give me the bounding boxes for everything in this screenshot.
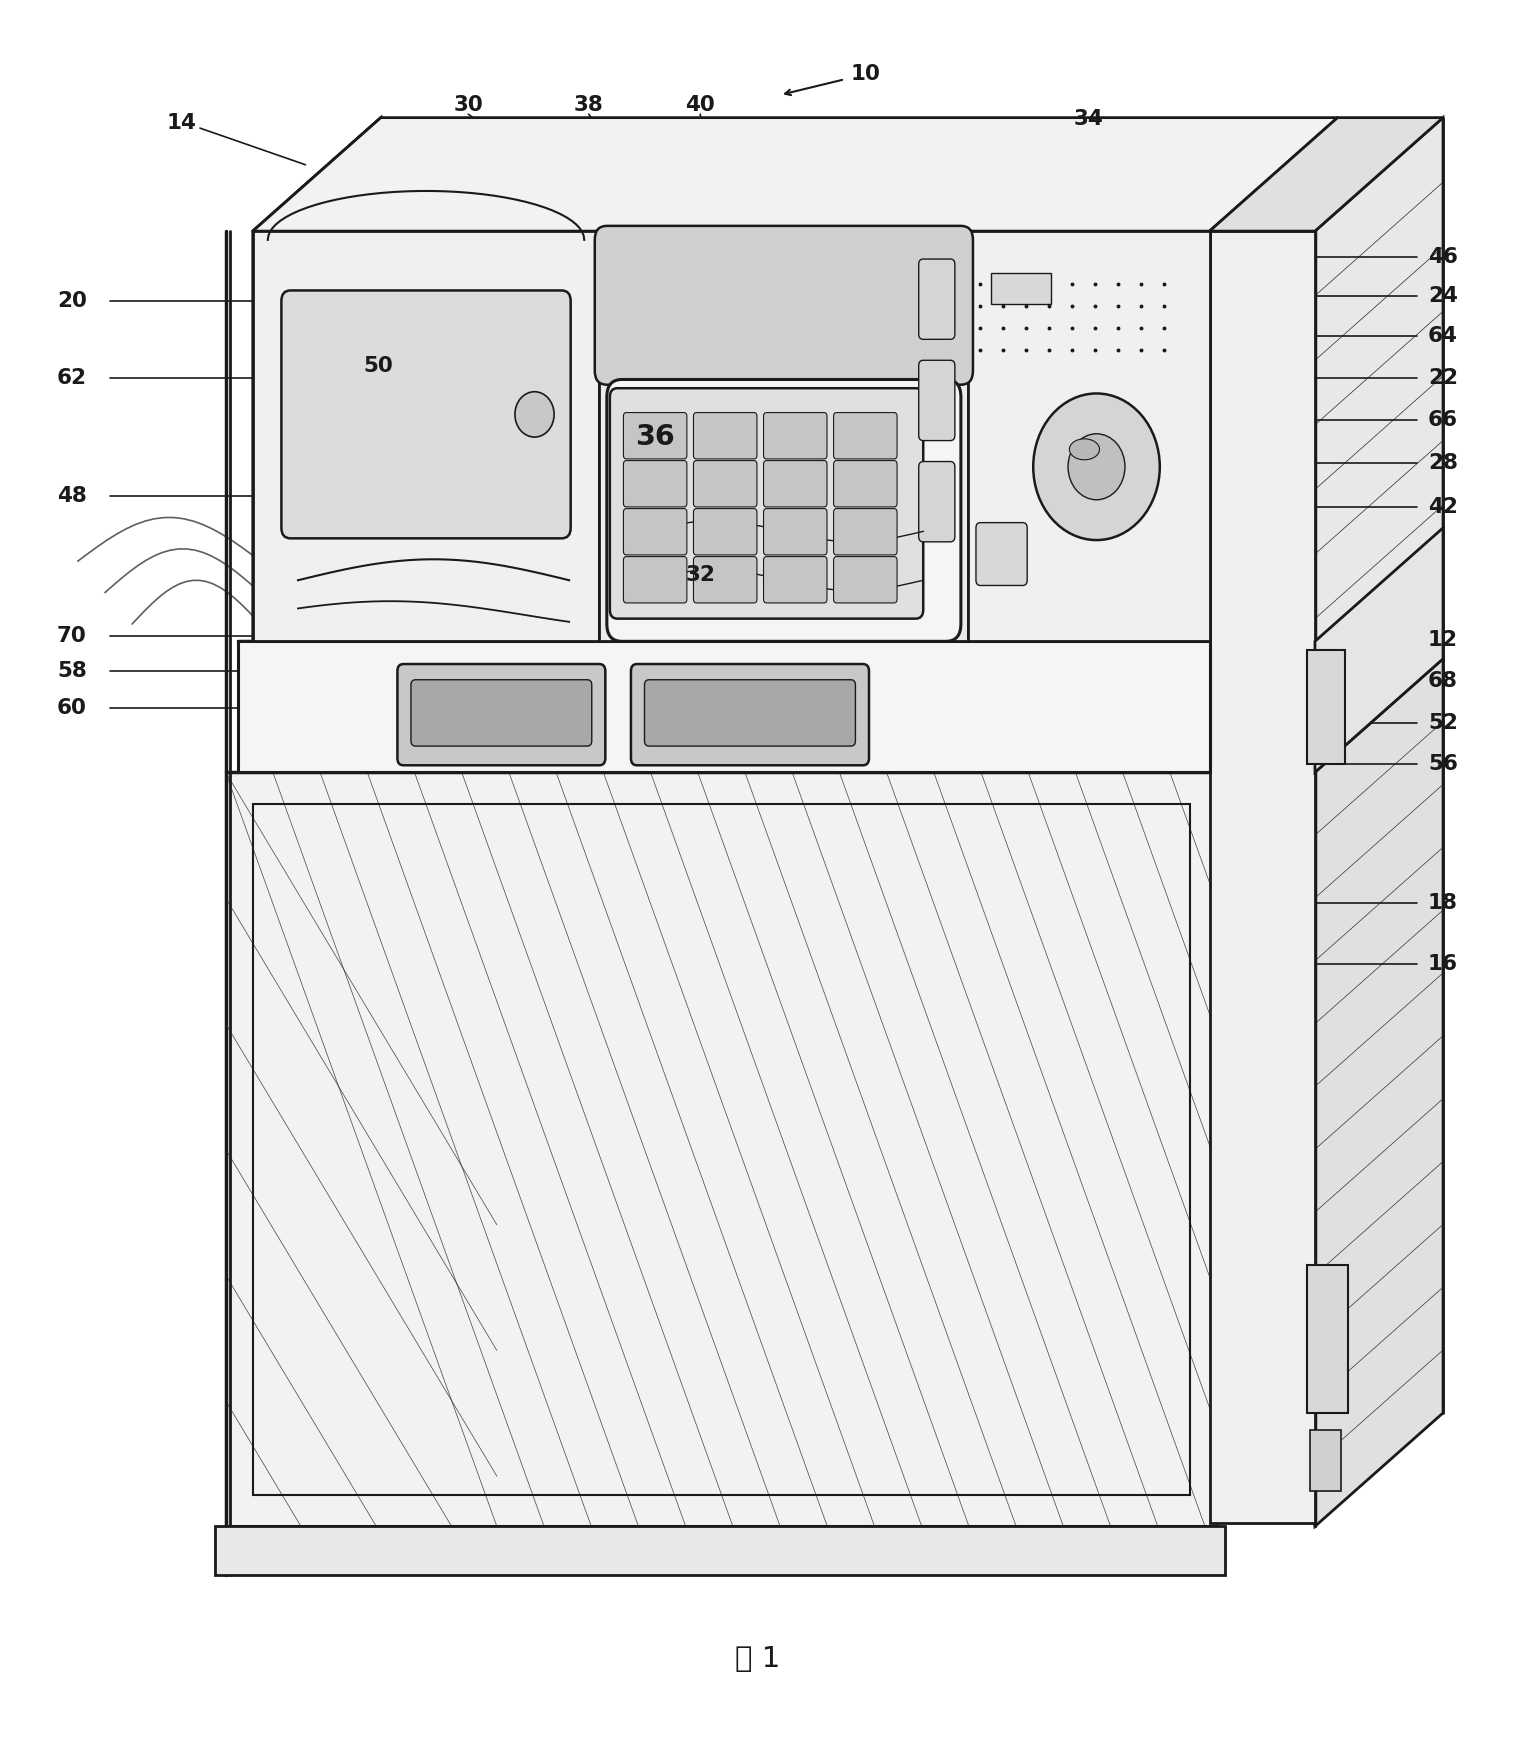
Polygon shape bbox=[226, 772, 1217, 1526]
Polygon shape bbox=[1315, 660, 1442, 1526]
FancyBboxPatch shape bbox=[694, 556, 758, 603]
Text: 14: 14 bbox=[167, 112, 197, 133]
Polygon shape bbox=[253, 118, 380, 642]
Text: 58: 58 bbox=[58, 661, 86, 681]
Polygon shape bbox=[253, 232, 600, 642]
Ellipse shape bbox=[1070, 438, 1100, 460]
Text: 46: 46 bbox=[1429, 247, 1457, 267]
Polygon shape bbox=[238, 642, 1209, 772]
Text: 28: 28 bbox=[1429, 453, 1457, 474]
Circle shape bbox=[515, 391, 554, 437]
Circle shape bbox=[1068, 433, 1126, 500]
Polygon shape bbox=[1307, 651, 1345, 763]
Polygon shape bbox=[600, 232, 968, 642]
FancyBboxPatch shape bbox=[623, 461, 686, 507]
FancyBboxPatch shape bbox=[623, 412, 686, 460]
Polygon shape bbox=[1315, 660, 1442, 1526]
FancyBboxPatch shape bbox=[976, 523, 1027, 586]
Polygon shape bbox=[253, 118, 1338, 232]
FancyBboxPatch shape bbox=[918, 360, 954, 440]
FancyBboxPatch shape bbox=[918, 260, 954, 339]
Text: 32: 32 bbox=[685, 565, 715, 586]
Text: 18: 18 bbox=[1429, 893, 1457, 914]
FancyBboxPatch shape bbox=[833, 556, 897, 603]
Text: 50: 50 bbox=[364, 356, 392, 375]
Bar bbox=[253, 803, 1189, 1494]
Text: 图 1: 图 1 bbox=[735, 1645, 780, 1673]
FancyBboxPatch shape bbox=[644, 681, 856, 745]
Text: 68: 68 bbox=[1429, 672, 1457, 691]
FancyBboxPatch shape bbox=[608, 379, 961, 642]
FancyBboxPatch shape bbox=[611, 388, 923, 619]
Polygon shape bbox=[1315, 528, 1442, 772]
FancyBboxPatch shape bbox=[833, 461, 897, 507]
Text: 38: 38 bbox=[574, 95, 603, 116]
Polygon shape bbox=[1315, 118, 1442, 1522]
Text: 12: 12 bbox=[1429, 630, 1457, 649]
Bar bbox=[991, 274, 1051, 305]
Polygon shape bbox=[215, 1526, 1224, 1575]
Polygon shape bbox=[226, 772, 1217, 1526]
Text: 40: 40 bbox=[685, 95, 715, 116]
Text: 42: 42 bbox=[1429, 496, 1457, 517]
FancyBboxPatch shape bbox=[694, 412, 758, 460]
Text: 66: 66 bbox=[1429, 410, 1457, 430]
Text: 34: 34 bbox=[1074, 109, 1104, 130]
FancyBboxPatch shape bbox=[833, 509, 897, 554]
FancyBboxPatch shape bbox=[630, 665, 870, 765]
Text: 60: 60 bbox=[58, 698, 86, 717]
FancyBboxPatch shape bbox=[694, 461, 758, 507]
Text: 48: 48 bbox=[58, 486, 86, 507]
Text: 16: 16 bbox=[1429, 954, 1457, 973]
Polygon shape bbox=[253, 118, 1338, 232]
Text: 20: 20 bbox=[58, 291, 86, 310]
Text: 36: 36 bbox=[635, 423, 674, 451]
FancyBboxPatch shape bbox=[623, 556, 686, 603]
Bar bbox=[1307, 1265, 1348, 1414]
Text: 52: 52 bbox=[1429, 714, 1457, 733]
FancyBboxPatch shape bbox=[411, 681, 592, 745]
FancyBboxPatch shape bbox=[397, 665, 606, 765]
Text: 70: 70 bbox=[58, 626, 86, 645]
Text: 10: 10 bbox=[851, 63, 880, 84]
FancyBboxPatch shape bbox=[694, 509, 758, 554]
FancyBboxPatch shape bbox=[833, 412, 897, 460]
FancyBboxPatch shape bbox=[595, 226, 973, 384]
Polygon shape bbox=[1209, 118, 1442, 232]
Polygon shape bbox=[1315, 118, 1442, 1522]
Text: 56: 56 bbox=[1429, 754, 1457, 774]
Polygon shape bbox=[253, 232, 600, 642]
FancyBboxPatch shape bbox=[918, 461, 954, 542]
FancyBboxPatch shape bbox=[282, 291, 571, 538]
FancyBboxPatch shape bbox=[764, 509, 827, 554]
Text: 62: 62 bbox=[58, 368, 86, 388]
FancyBboxPatch shape bbox=[764, 461, 827, 507]
Bar bbox=[1310, 1430, 1341, 1491]
FancyBboxPatch shape bbox=[623, 509, 686, 554]
FancyBboxPatch shape bbox=[764, 556, 827, 603]
Polygon shape bbox=[968, 232, 1209, 642]
Polygon shape bbox=[253, 232, 1209, 642]
Polygon shape bbox=[253, 118, 380, 642]
Polygon shape bbox=[1209, 118, 1442, 232]
Text: 30: 30 bbox=[453, 95, 483, 116]
Text: 22: 22 bbox=[1429, 368, 1457, 388]
Circle shape bbox=[1033, 393, 1160, 540]
Text: 64: 64 bbox=[1429, 326, 1457, 346]
Text: 24: 24 bbox=[1429, 286, 1457, 305]
Polygon shape bbox=[1209, 232, 1315, 1522]
FancyBboxPatch shape bbox=[764, 412, 827, 460]
